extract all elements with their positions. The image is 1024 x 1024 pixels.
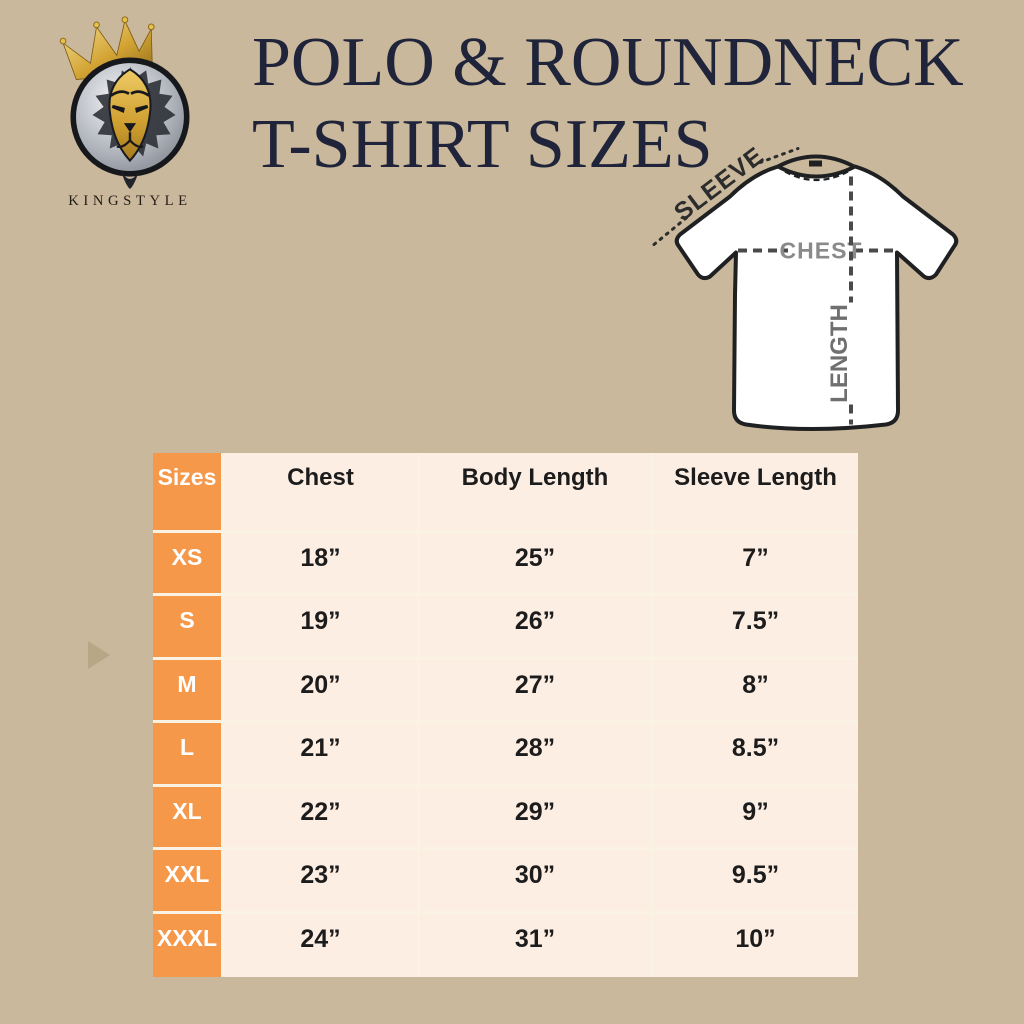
cell-xs-body-length: 25”	[420, 533, 653, 597]
cell-xxl-chest: 23”	[224, 850, 420, 914]
size-cell-xxl: XXL	[153, 850, 224, 914]
cell-xxl-body-length: 30”	[420, 850, 653, 914]
cell-m-sleeve-length: 8”	[653, 659, 858, 724]
header-cell-sizes: Sizes	[153, 453, 224, 533]
header-cell-sleeve-length: Sleeve Length	[653, 453, 858, 533]
size-cell-xxxl: XXXL	[153, 913, 224, 977]
size-table: Sizes Chest Body Length Sleeve Length XS…	[153, 453, 858, 977]
cell-s-sleeve-length: 7.5”	[653, 596, 858, 660]
cell-xl-sleeve-length: 9”	[653, 786, 858, 851]
cell-xxl-sleeve-length: 9.5”	[653, 850, 858, 914]
page-title: POLO & ROUNDNECK T-SHIRT SIZES	[252, 22, 964, 186]
cell-xxxl-body-length: 31”	[420, 913, 653, 977]
header-cell-chest: Chest	[224, 453, 420, 533]
cell-s-body-length: 26”	[420, 596, 653, 660]
size-cell-s: S	[153, 596, 224, 660]
cell-xl-body-length: 29”	[420, 786, 653, 851]
cell-s-chest: 19”	[224, 596, 420, 660]
cell-l-chest: 21”	[224, 723, 420, 787]
cell-xs-chest: 18”	[224, 533, 420, 597]
length-label: LENGTH	[826, 304, 853, 403]
cell-m-body-length: 27”	[420, 659, 653, 724]
tshirt-measurement-diagram: CHEST LENGTH SLEEVE	[652, 141, 959, 431]
cell-xxxl-chest: 24”	[224, 913, 420, 977]
cell-xs-sleeve-length: 7”	[653, 533, 858, 597]
brand-name: KINGSTYLE	[68, 193, 191, 209]
tshirt-outline	[674, 164, 959, 431]
header-cell-body-length: Body Length	[420, 453, 653, 533]
cell-m-chest: 20”	[224, 659, 420, 724]
size-cell-xs: XS	[153, 533, 224, 597]
watermark-triangle	[88, 641, 110, 669]
size-cell-xl: XL	[153, 786, 224, 851]
lion-icon	[70, 57, 190, 189]
cell-xxxl-sleeve-length: 10”	[653, 913, 858, 977]
cell-l-body-length: 28”	[420, 723, 653, 787]
cell-xl-chest: 22”	[224, 786, 420, 851]
size-cell-m: M	[153, 659, 224, 724]
size-cell-l: L	[153, 723, 224, 787]
title-line-1: POLO & ROUNDNECK	[252, 24, 964, 101]
title-line-2: T-SHIRT SIZES	[252, 106, 713, 183]
brand-logo: KINGSTYLE	[59, 16, 191, 209]
chest-label: CHEST	[780, 238, 863, 264]
collar-tag	[809, 160, 822, 167]
cell-l-sleeve-length: 8.5”	[653, 723, 858, 787]
